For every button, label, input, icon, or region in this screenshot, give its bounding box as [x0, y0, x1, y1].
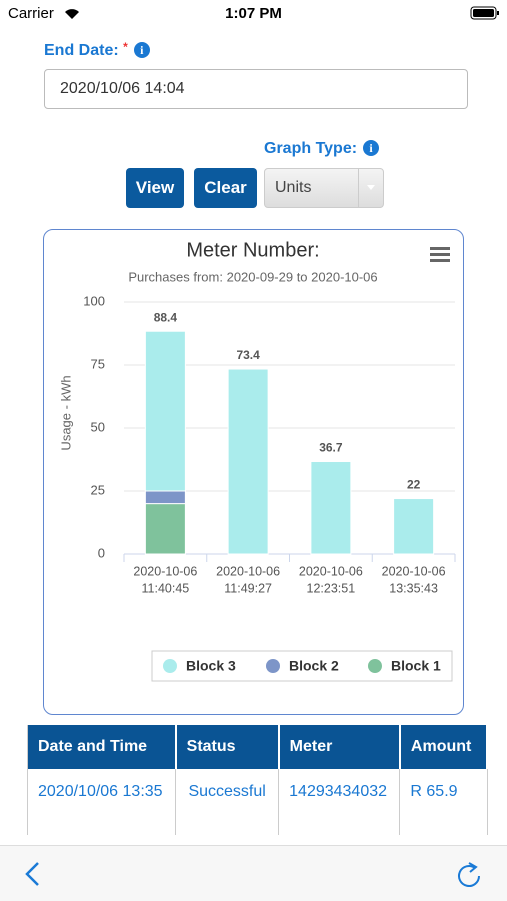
x-tick-label: 2020-10-06: [133, 564, 197, 578]
y-axis-label: Usage - kWh: [58, 375, 73, 450]
carrier: Carrier: [8, 5, 54, 22]
x-tick-label: 11:49:27: [224, 581, 272, 595]
x-tick-label: 2020-10-06: [299, 564, 363, 578]
graph-type-value: Units: [275, 179, 312, 196]
select-arrow: [358, 169, 383, 207]
bar-segment: [393, 498, 435, 555]
x-tick-label: 12:23:51: [307, 581, 356, 595]
legend-marker: [163, 659, 177, 673]
header-cell: Meter: [278, 725, 401, 769]
bar-segment: [144, 490, 186, 505]
chart-card: [43, 229, 464, 715]
legend-label[interactable]: Block 1: [391, 658, 441, 674]
y-tick-label: 100: [83, 293, 105, 308]
info-icon[interactable]: i: [363, 140, 380, 156]
end-date-input[interactable]: 2020/10/06 14:04: [44, 69, 468, 109]
y-tick-label: 50: [91, 419, 105, 434]
header-row: Date and Time Status Meter Amount: [28, 725, 488, 769]
bar-segment: [227, 368, 269, 555]
legend-box: [151, 650, 453, 682]
purchases-table: Date and Time Status Meter Amount 2020/1…: [28, 725, 488, 835]
cell: Successful: [175, 769, 280, 815]
menu-icon[interactable]: [430, 247, 450, 262]
y-tick-label: 75: [91, 356, 105, 371]
battery-icon: [470, 6, 499, 20]
clock: 1:07 PM: [225, 5, 282, 22]
total-label: 22: [407, 478, 421, 492]
wifi-icon: [65, 9, 79, 19]
x-tick-label: 2020-10-06: [216, 564, 280, 578]
cell: 14293434032: [278, 769, 401, 815]
header-cell: Amount: [399, 725, 488, 769]
table-container: Date and Time Status Meter Amount 2020/1…: [27, 725, 488, 835]
back-button[interactable]: [22, 861, 44, 887]
cell: 2020/10/06 13:35: [28, 769, 177, 815]
graph-type-label-row: Graph Type: i: [264, 140, 380, 158]
legend-label[interactable]: Block 3: [186, 658, 236, 674]
chart-subtitle: Purchases from: 2020-09-29 to 2020-10-06: [128, 269, 377, 284]
view-button[interactable]: View: [126, 168, 184, 208]
total-label: 73.4: [236, 348, 260, 362]
chart: Meter Number: Purchases from: 2020-09-29…: [58, 239, 456, 682]
bar-segment: [144, 330, 186, 492]
required-mark: *: [123, 40, 128, 54]
bar-segment: [144, 503, 186, 555]
legend-marker: [266, 659, 280, 673]
header-cell: Date and Time: [28, 725, 177, 769]
graph-type-select[interactable]: Units: [264, 168, 384, 208]
y-tick-label: 0: [98, 545, 105, 560]
clear-button[interactable]: Clear: [194, 168, 257, 208]
total-label: 88.4: [154, 310, 178, 324]
cell: R 65.9: [399, 769, 488, 815]
refresh-button[interactable]: [455, 860, 483, 888]
legend-label[interactable]: Block 2: [289, 658, 339, 674]
toolbar: [0, 845, 507, 901]
y-tick-label: 25: [91, 482, 105, 497]
header-cell: Status: [175, 725, 280, 769]
legend-marker: [368, 659, 382, 673]
total-label: 36.7: [319, 441, 343, 455]
table-spacer-row: [28, 815, 488, 835]
info-icon[interactable]: i: [133, 42, 150, 58]
x-tick-label: 11:40:45: [142, 581, 190, 595]
chart-title: Meter Number:: [186, 239, 319, 261]
x-tick-label: 13:35:43: [389, 581, 438, 595]
end-date-label-row: End Date: * i: [44, 40, 150, 60]
x-tick-label: 2020-10-06: [382, 564, 446, 578]
graph-type-label: Graph Type:: [264, 140, 358, 157]
end-date-label: End Date:: [44, 42, 119, 59]
bar-segment: [310, 461, 352, 555]
table-row[interactable]: 2020/10/06 13:35 Successful 14293434032 …: [28, 769, 488, 815]
